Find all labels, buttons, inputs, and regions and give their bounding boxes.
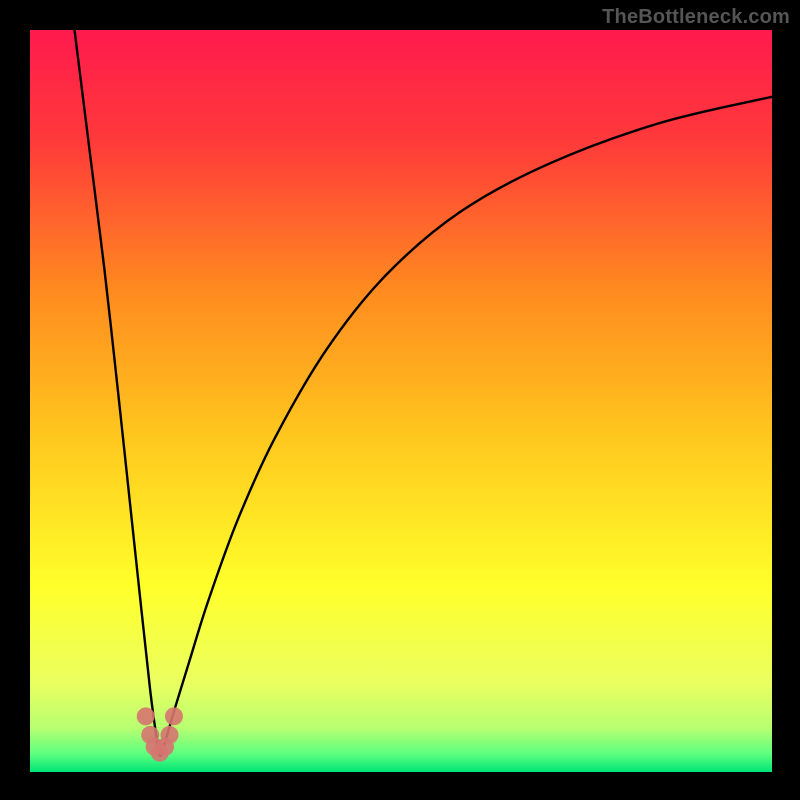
plot-area [30,30,772,772]
optimal-marker [137,707,155,725]
optimal-marker [165,707,183,725]
optimal-marker [160,726,178,744]
watermark-text: TheBottleneck.com [602,6,790,29]
bottleneck-chart [0,0,800,800]
chart-container: { "meta": { "watermark_text": "TheBottle… [0,0,800,800]
